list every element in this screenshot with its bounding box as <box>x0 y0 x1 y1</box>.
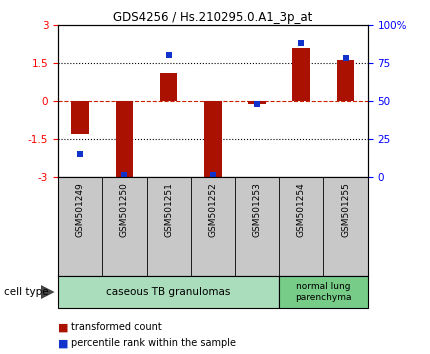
Text: ■: ■ <box>58 338 68 348</box>
Bar <box>292 47 310 101</box>
Text: GSM501255: GSM501255 <box>341 182 350 237</box>
Bar <box>58 276 279 308</box>
Text: GSM501254: GSM501254 <box>297 182 306 237</box>
Text: GSM501249: GSM501249 <box>76 182 85 237</box>
Text: percentile rank within the sample: percentile rank within the sample <box>71 338 236 348</box>
Bar <box>204 101 222 177</box>
Bar <box>248 101 266 104</box>
Text: GSM501251: GSM501251 <box>164 182 173 237</box>
Bar <box>160 73 178 101</box>
Bar <box>337 60 354 101</box>
Text: transformed count: transformed count <box>71 322 162 332</box>
Text: GSM501253: GSM501253 <box>252 182 261 237</box>
Text: normal lung
parenchyma: normal lung parenchyma <box>295 282 352 302</box>
Title: GDS4256 / Hs.210295.0.A1_3p_at: GDS4256 / Hs.210295.0.A1_3p_at <box>113 11 313 24</box>
Bar <box>116 101 133 177</box>
Text: caseous TB granulomas: caseous TB granulomas <box>107 287 231 297</box>
Bar <box>279 276 368 308</box>
Bar <box>71 101 89 134</box>
Polygon shape <box>41 285 55 299</box>
Text: GSM501252: GSM501252 <box>209 182 217 237</box>
Text: cell type: cell type <box>4 287 49 297</box>
Text: GSM501250: GSM501250 <box>120 182 129 237</box>
Text: ■: ■ <box>58 322 68 332</box>
